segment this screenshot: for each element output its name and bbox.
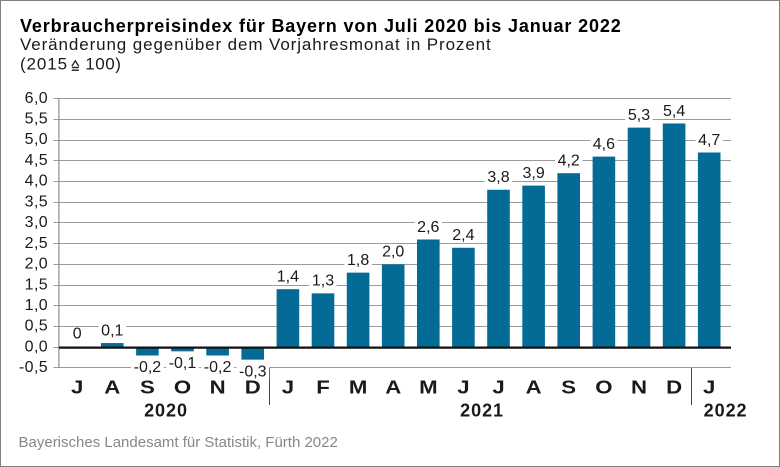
svg-text:2,5: 2,5	[25, 235, 48, 252]
svg-text:N: N	[631, 378, 647, 398]
svg-text:A: A	[385, 378, 401, 398]
svg-text:-0,2: -0,2	[134, 359, 162, 376]
svg-text:100): 100)	[85, 55, 121, 74]
svg-text:1,8: 1,8	[347, 252, 369, 269]
svg-text:O: O	[174, 378, 191, 398]
svg-text:4,5: 4,5	[25, 152, 48, 169]
svg-text:0: 0	[73, 326, 82, 343]
svg-text:5,3: 5,3	[628, 107, 650, 124]
svg-text:2,6: 2,6	[417, 219, 439, 236]
svg-text:O: O	[595, 378, 612, 398]
svg-text:2022: 2022	[704, 401, 748, 421]
svg-text:J: J	[492, 378, 504, 398]
svg-text:D: D	[245, 378, 261, 398]
svg-text:5,4: 5,4	[663, 103, 685, 120]
svg-text:1,5: 1,5	[25, 276, 48, 293]
svg-text:3,9: 3,9	[522, 165, 544, 182]
svg-text:J: J	[282, 378, 294, 398]
svg-text:S: S	[561, 378, 576, 398]
svg-text:Veränderung gegenüber dem Vorj: Veränderung gegenüber dem Vorjahresmonat…	[20, 35, 492, 54]
svg-text:2021: 2021	[460, 401, 504, 421]
svg-text:J: J	[703, 378, 715, 398]
svg-text:5,5: 5,5	[25, 111, 48, 128]
svg-text:-0,5: -0,5	[19, 359, 48, 376]
svg-text:J: J	[457, 378, 469, 398]
svg-text:J: J	[71, 378, 83, 398]
svg-text:A: A	[104, 378, 120, 398]
svg-text:M: M	[349, 378, 367, 398]
svg-text:2020: 2020	[144, 401, 188, 421]
svg-text:3,8: 3,8	[487, 169, 509, 186]
svg-text:3,5: 3,5	[25, 193, 48, 210]
svg-text:4,6: 4,6	[593, 136, 615, 153]
svg-text:(2015: (2015	[20, 55, 68, 74]
svg-text:D: D	[666, 378, 682, 398]
svg-text:4,0: 4,0	[25, 173, 48, 190]
svg-text:Verbraucherpreisindex für Baye: Verbraucherpreisindex für Bayern von Jul…	[20, 16, 622, 36]
svg-text:4,2: 4,2	[558, 153, 580, 170]
svg-text:Bayerisches Landesamt für Stat: Bayerisches Landesamt für Statistik, Für…	[19, 434, 338, 451]
svg-text:-0,2: -0,2	[204, 359, 232, 376]
svg-text:0,5: 0,5	[25, 318, 48, 335]
svg-text:1,0: 1,0	[25, 297, 48, 314]
svg-text:6,0: 6,0	[25, 90, 48, 107]
svg-text:-0,1: -0,1	[169, 355, 197, 372]
svg-text:F: F	[316, 378, 330, 398]
svg-text:0,1: 0,1	[101, 322, 123, 339]
svg-text:2,4: 2,4	[452, 227, 474, 244]
svg-text:N: N	[210, 378, 226, 398]
svg-text:-0,3: -0,3	[239, 363, 267, 380]
svg-text:1,4: 1,4	[277, 269, 299, 286]
svg-text:S: S	[140, 378, 155, 398]
svg-text:A: A	[526, 378, 542, 398]
svg-text:M: M	[419, 378, 437, 398]
svg-text:2,0: 2,0	[382, 244, 404, 261]
svg-text:5,0: 5,0	[25, 131, 48, 148]
svg-text:3,0: 3,0	[25, 214, 48, 231]
svg-text:4,7: 4,7	[698, 132, 720, 149]
svg-text:0,0: 0,0	[25, 338, 48, 355]
svg-text:2,0: 2,0	[25, 256, 48, 273]
svg-text:1,3: 1,3	[312, 273, 334, 290]
